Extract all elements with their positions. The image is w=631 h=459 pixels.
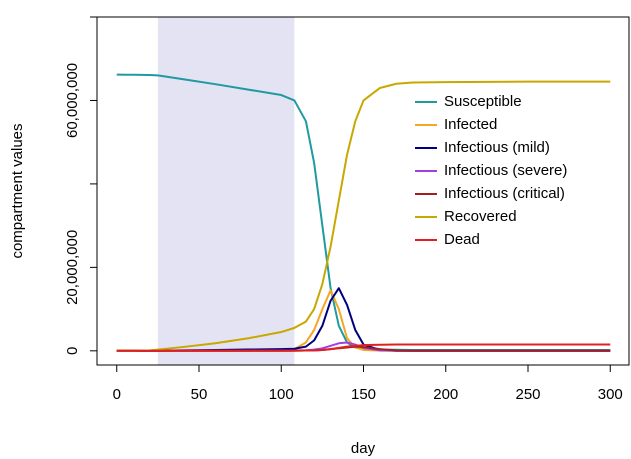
y-tick-label: 0 bbox=[64, 347, 81, 355]
x-tick-label: 250 bbox=[515, 386, 540, 403]
legend-label: Infectious (severe) bbox=[444, 162, 567, 179]
legend-label: Dead bbox=[444, 231, 480, 248]
y-axis-label: compartment values bbox=[9, 123, 26, 258]
x-axis-label: day bbox=[351, 440, 376, 457]
x-tick-label: 200 bbox=[433, 386, 458, 403]
x-tick-label: 300 bbox=[598, 386, 623, 403]
y-tick-label: 20,000,000 bbox=[64, 230, 81, 305]
x-tick-label: 100 bbox=[269, 386, 294, 403]
x-tick-label: 150 bbox=[351, 386, 376, 403]
shaded-region bbox=[157, 17, 295, 365]
legend-label: Infectious (critical) bbox=[444, 185, 565, 202]
legend-label: Recovered bbox=[444, 208, 517, 225]
series-line bbox=[116, 80, 611, 352]
x-tick-label: 50 bbox=[191, 386, 208, 403]
legend-label: Infected bbox=[444, 116, 497, 133]
series-line bbox=[116, 343, 611, 352]
x-tick-label: 0 bbox=[113, 386, 121, 403]
legend-label: Infectious (mild) bbox=[444, 139, 550, 156]
legend-label: Susceptible bbox=[444, 93, 522, 110]
y-tick-label: 60,000,000 bbox=[64, 63, 81, 138]
